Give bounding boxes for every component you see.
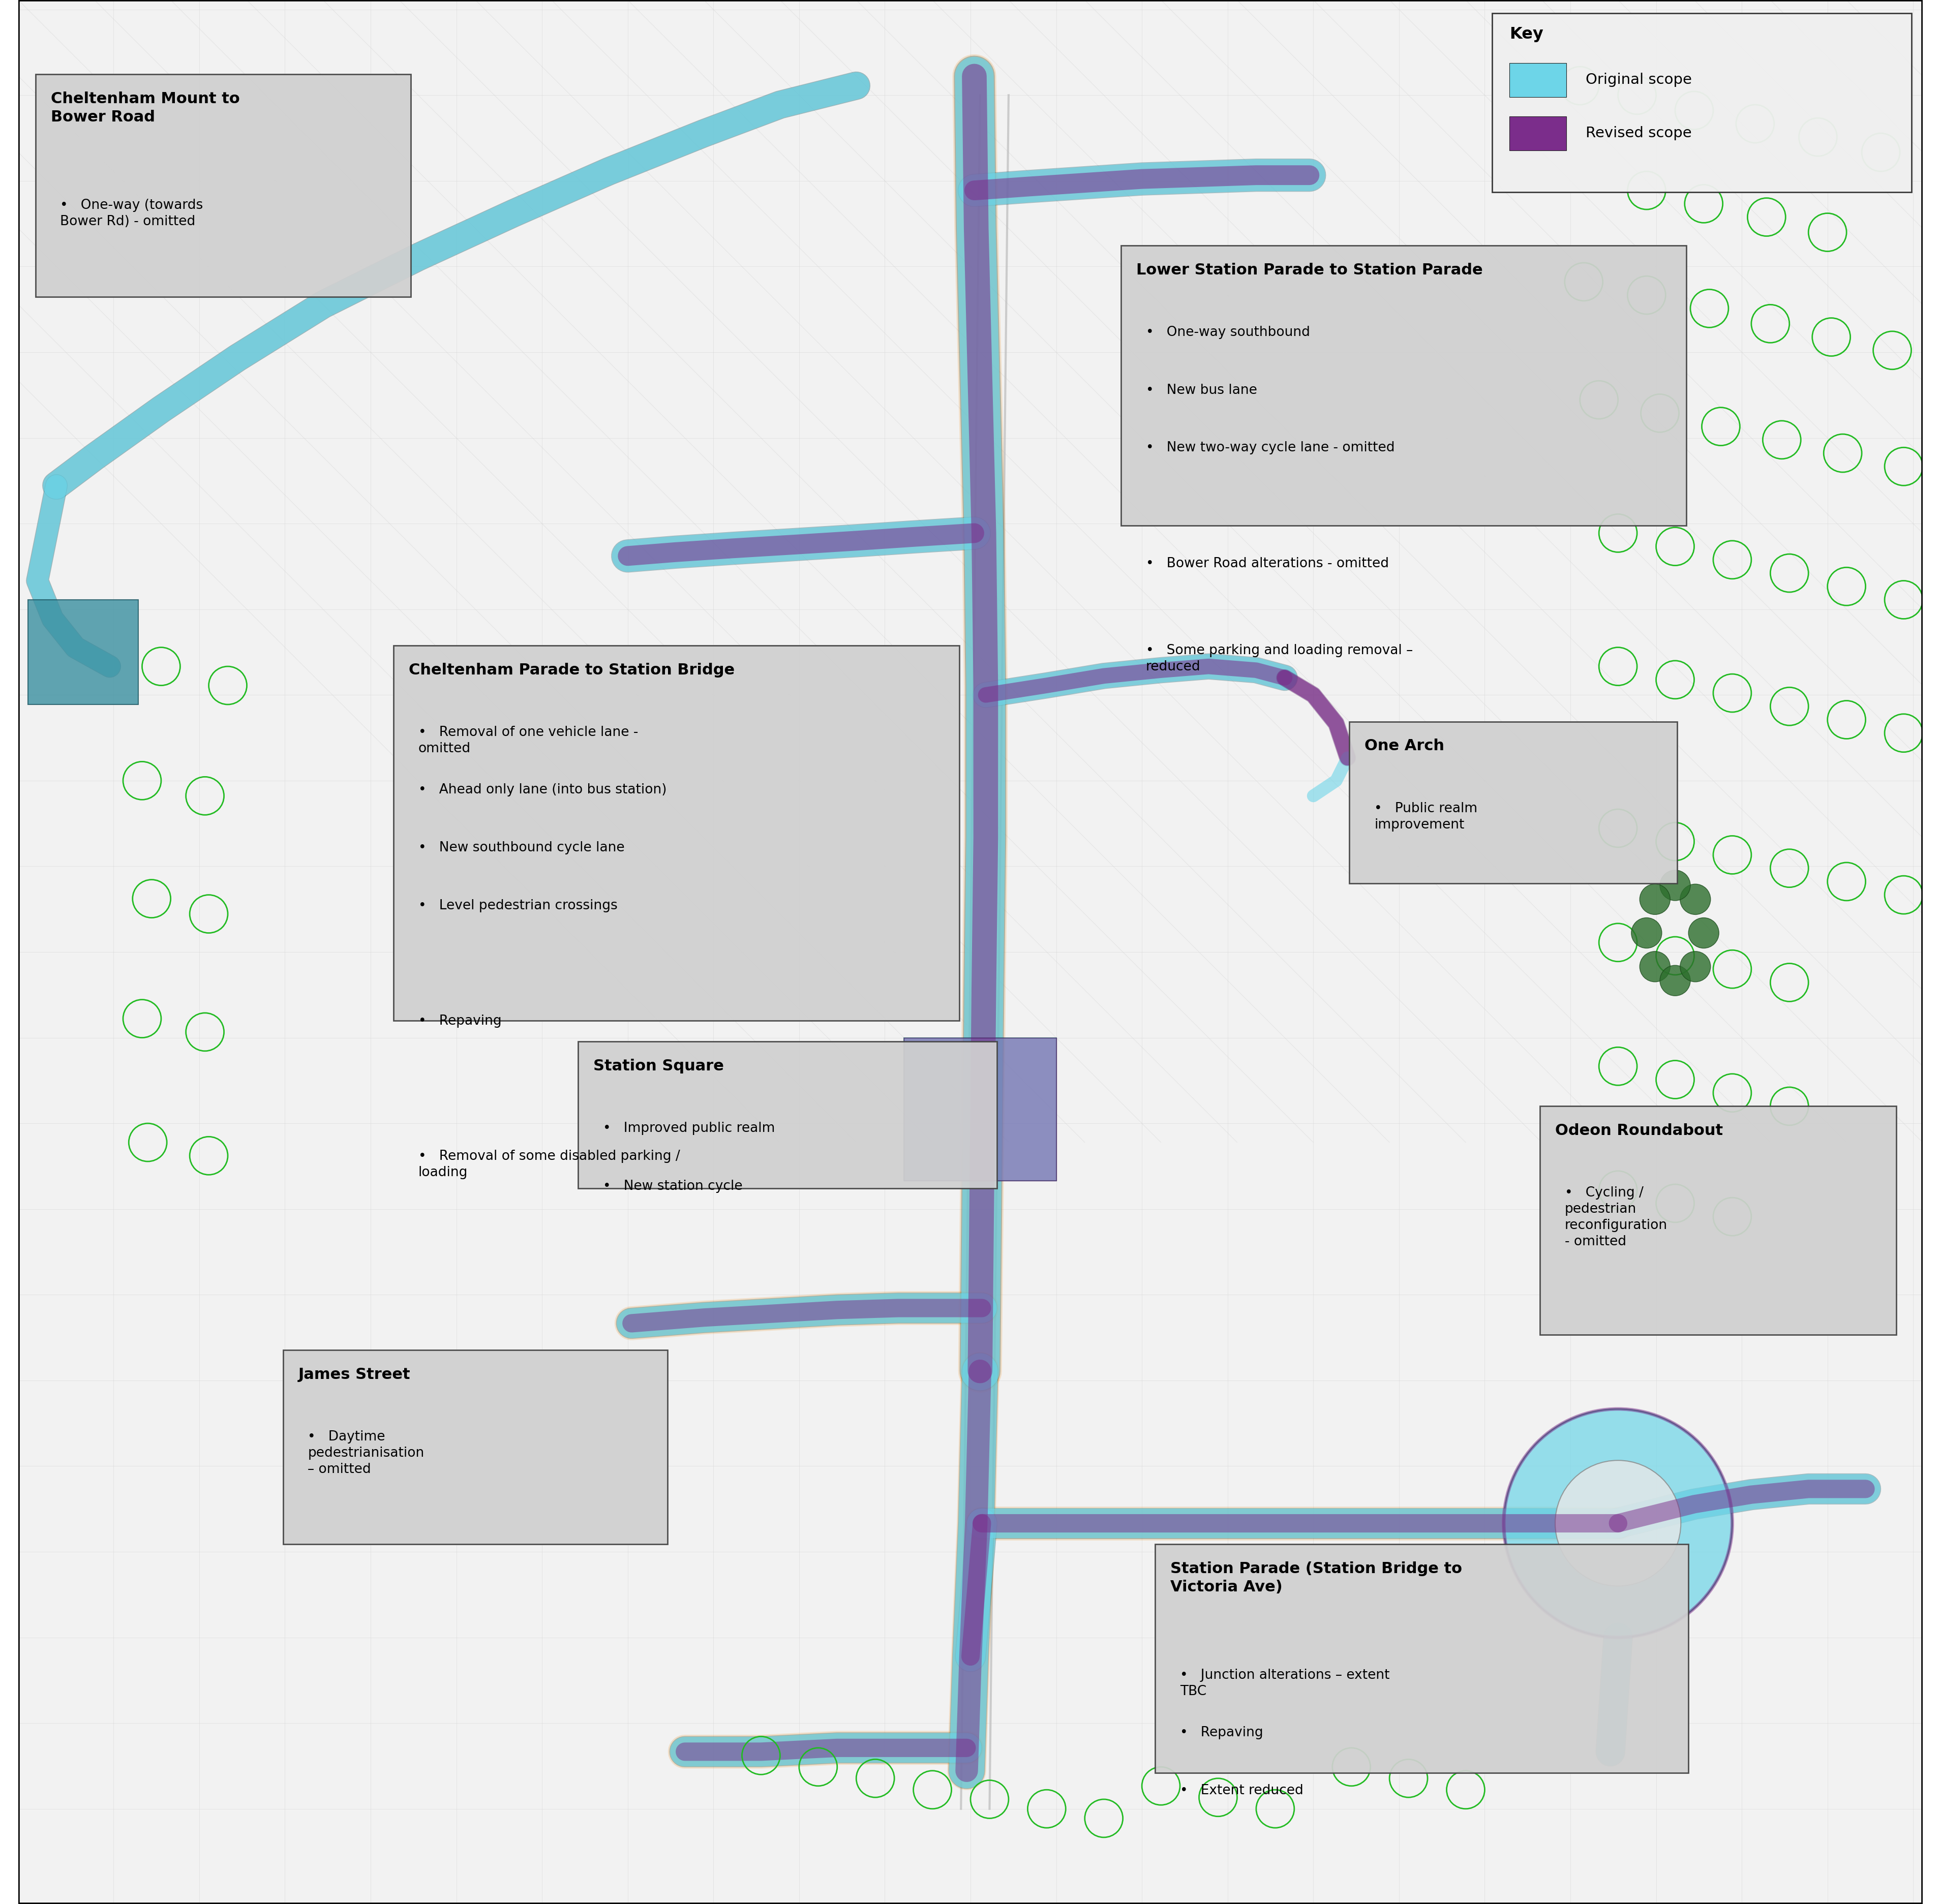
FancyBboxPatch shape xyxy=(1155,1544,1689,1773)
Text: •   Repaving: • Repaving xyxy=(417,1015,501,1028)
Text: •   Public realm
improvement: • Public realm improvement xyxy=(1374,802,1477,832)
Circle shape xyxy=(1689,918,1720,948)
Text: •   Daytime
pedestrianisation
– omitted: • Daytime pedestrianisation – omitted xyxy=(309,1430,425,1476)
FancyBboxPatch shape xyxy=(1539,1106,1896,1335)
Text: Odeon Roundabout: Odeon Roundabout xyxy=(1555,1123,1724,1139)
Text: Cheltenham Parade to Station Bridge: Cheltenham Parade to Station Bridge xyxy=(410,663,734,678)
Text: •   Cycling /
pedestrian
reconfiguration
- omitted: • Cycling / pedestrian reconfiguration -… xyxy=(1564,1186,1667,1249)
Bar xyxy=(27,600,138,704)
FancyBboxPatch shape xyxy=(578,1041,998,1188)
FancyBboxPatch shape xyxy=(1493,13,1912,192)
FancyBboxPatch shape xyxy=(1122,246,1687,526)
Text: •   New station cycle: • New station cycle xyxy=(604,1179,743,1192)
Circle shape xyxy=(1630,918,1661,948)
Text: •   Level pedestrian crossings: • Level pedestrian crossings xyxy=(417,899,617,912)
Text: •   Extent reduced: • Extent reduced xyxy=(1180,1784,1304,1797)
FancyBboxPatch shape xyxy=(1349,722,1677,883)
Polygon shape xyxy=(905,1038,1056,1180)
Text: •   New two-way cycle lane - omitted: • New two-way cycle lane - omitted xyxy=(1145,442,1394,455)
Text: Station Square: Station Square xyxy=(594,1059,724,1074)
Text: James Street: James Street xyxy=(299,1367,410,1382)
Text: •   Bower Road alterations - omitted: • Bower Road alterations - omitted xyxy=(1145,556,1388,569)
Text: •   One-way (towards
Bower Rd) - omitted: • One-way (towards Bower Rd) - omitted xyxy=(60,198,204,228)
Text: •   Removal of one vehicle lane -
omitted: • Removal of one vehicle lane - omitted xyxy=(417,725,639,756)
Text: Cheltenham Mount to
Bower Road: Cheltenham Mount to Bower Road xyxy=(50,91,239,124)
Text: •   Some parking and loading removal –
reduced: • Some parking and loading removal – red… xyxy=(1145,644,1413,674)
Circle shape xyxy=(1640,883,1669,914)
Text: Key: Key xyxy=(1510,27,1543,42)
Circle shape xyxy=(1555,1460,1681,1586)
Text: •   One-way southbound: • One-way southbound xyxy=(1145,326,1310,339)
Text: Revised scope: Revised scope xyxy=(1586,126,1693,141)
Text: One Arch: One Arch xyxy=(1365,739,1444,754)
Circle shape xyxy=(1640,952,1669,982)
Bar xyxy=(1510,116,1566,150)
Polygon shape xyxy=(905,1038,1056,1180)
Text: •   Ahead only lane (into bus station): • Ahead only lane (into bus station) xyxy=(417,783,666,796)
Text: Station Parade (Station Bridge to
Victoria Ave): Station Parade (Station Bridge to Victor… xyxy=(1170,1561,1462,1594)
Circle shape xyxy=(1660,965,1691,996)
Text: Original scope: Original scope xyxy=(1586,72,1693,88)
FancyBboxPatch shape xyxy=(394,645,959,1021)
Text: Lower Station Parade to Station Parade: Lower Station Parade to Station Parade xyxy=(1135,263,1483,278)
Text: •   Junction alterations – extent
TBC: • Junction alterations – extent TBC xyxy=(1180,1668,1390,1698)
FancyBboxPatch shape xyxy=(283,1350,668,1544)
Text: •   Repaving: • Repaving xyxy=(1180,1727,1264,1740)
Circle shape xyxy=(1504,1409,1731,1637)
Circle shape xyxy=(1681,883,1710,914)
Text: •   New southbound cycle lane: • New southbound cycle lane xyxy=(417,842,625,855)
Bar xyxy=(1510,63,1566,97)
FancyBboxPatch shape xyxy=(35,74,411,297)
Text: •   Removal of some disabled parking /
loading: • Removal of some disabled parking / loa… xyxy=(417,1150,679,1179)
Circle shape xyxy=(1660,870,1691,901)
Text: •   New bus lane: • New bus lane xyxy=(1145,383,1258,396)
Circle shape xyxy=(1681,952,1710,982)
Text: •   Improved public realm: • Improved public realm xyxy=(604,1121,774,1135)
